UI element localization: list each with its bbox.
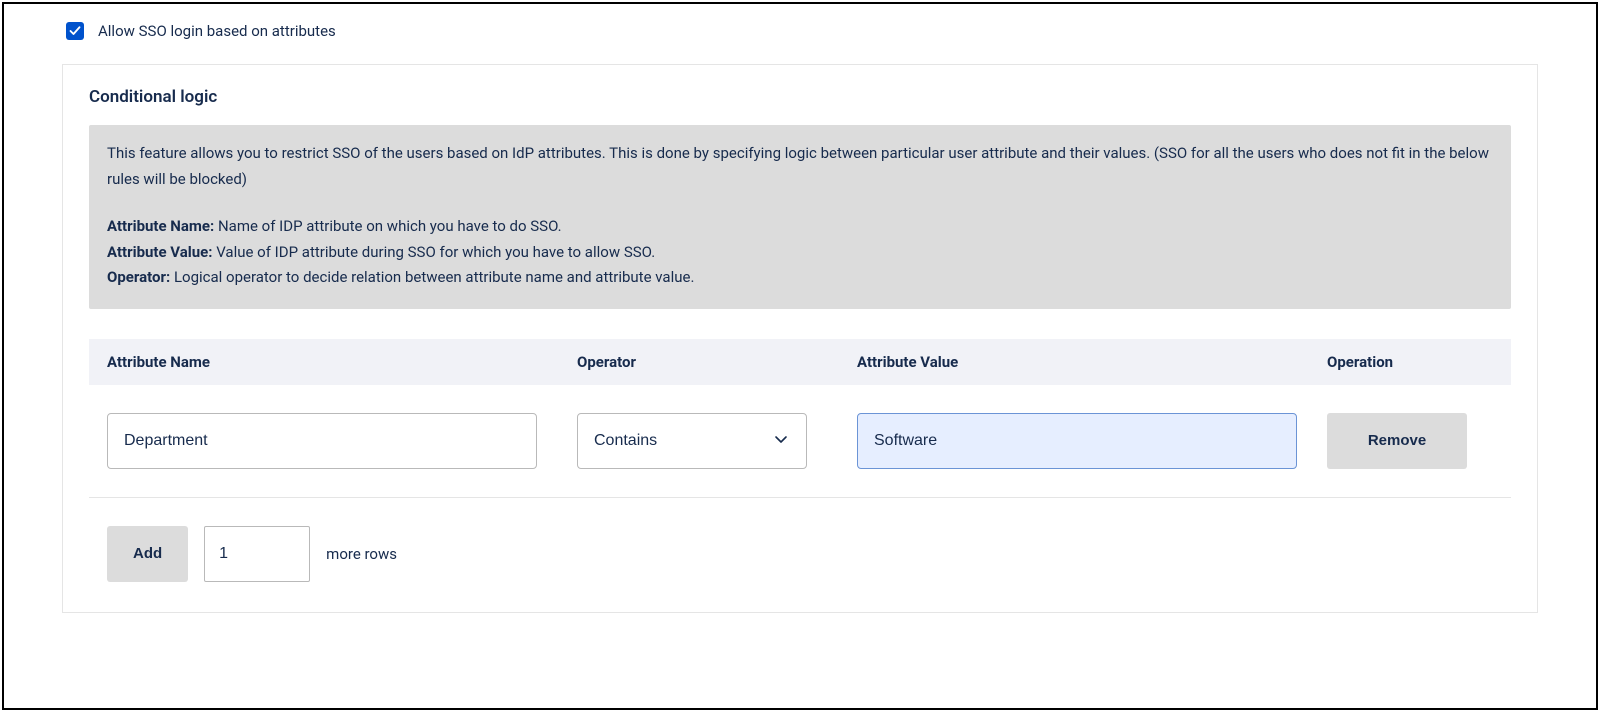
more-rows-label: more rows xyxy=(326,545,397,563)
conditional-logic-panel: Conditional logic This feature allows yo… xyxy=(62,64,1538,613)
operator-select-wrap: Contains xyxy=(577,413,807,469)
operator-select[interactable]: Contains xyxy=(577,413,807,469)
panel-title: Conditional logic xyxy=(89,87,1511,107)
allow-sso-checkbox-row: Allow SSO login based on attributes xyxy=(66,22,1538,40)
def-text: Value of IDP attribute during SSO for wh… xyxy=(213,243,656,261)
def-label: Attribute Name: xyxy=(107,217,214,235)
info-box: This feature allows you to restrict SSO … xyxy=(89,125,1511,309)
def-label: Operator: xyxy=(107,268,170,286)
col-operator: Operator xyxy=(577,353,857,371)
allow-sso-checkbox[interactable] xyxy=(66,22,84,40)
def-text: Logical operator to decide relation betw… xyxy=(170,268,694,286)
check-icon xyxy=(69,25,81,37)
allow-sso-checkbox-label: Allow SSO login based on attributes xyxy=(98,22,336,40)
add-button[interactable]: Add xyxy=(107,526,188,582)
rules-table-header: Attribute Name Operator Attribute Value … xyxy=(89,339,1511,385)
attribute-value-input[interactable] xyxy=(857,413,1297,469)
def-attribute-name: Attribute Name: Name of IDP attribute on… xyxy=(107,214,1493,240)
col-attribute-name: Attribute Name xyxy=(107,353,577,371)
add-count-input[interactable] xyxy=(204,526,310,582)
remove-button[interactable]: Remove xyxy=(1327,413,1467,469)
def-text: Name of IDP attribute on which you have … xyxy=(214,217,561,235)
col-operation: Operation xyxy=(1327,353,1493,371)
add-rows-controls: Add more rows xyxy=(89,498,1511,582)
rule-row: Contains Remove xyxy=(89,385,1511,498)
attribute-name-input[interactable] xyxy=(107,413,537,469)
info-description: This feature allows you to restrict SSO … xyxy=(107,141,1493,192)
settings-frame: Allow SSO login based on attributes Cond… xyxy=(2,2,1598,710)
def-attribute-value: Attribute Value: Value of IDP attribute … xyxy=(107,240,1493,266)
def-operator: Operator: Logical operator to decide rel… xyxy=(107,265,1493,291)
def-label: Attribute Value: xyxy=(107,243,213,261)
col-attribute-value: Attribute Value xyxy=(857,353,1327,371)
